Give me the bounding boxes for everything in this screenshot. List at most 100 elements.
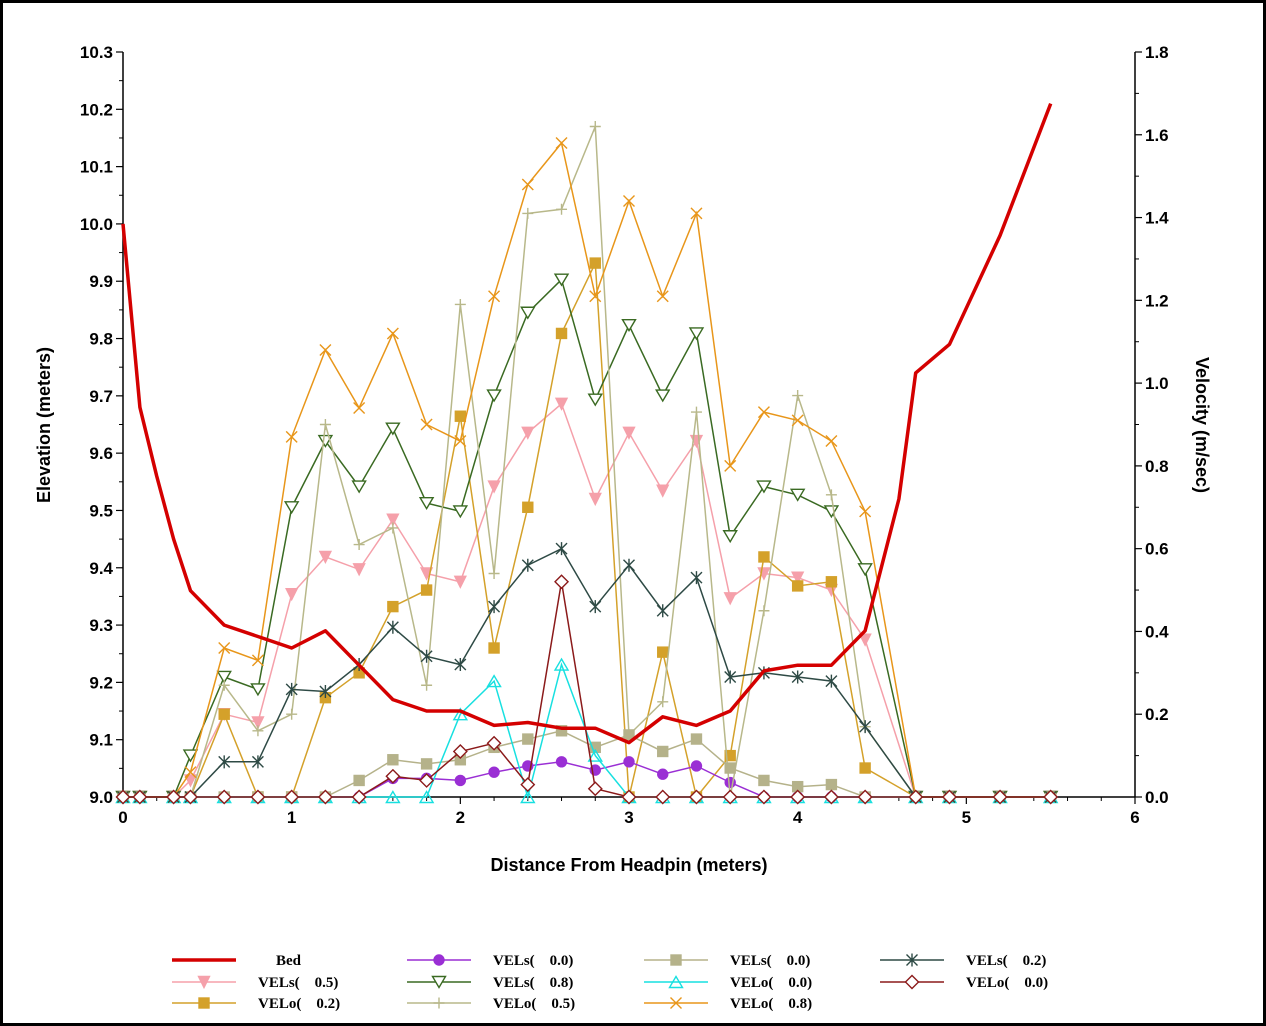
legend-marker [197, 975, 211, 990]
data-point [589, 257, 601, 269]
data-point [522, 207, 534, 219]
bed-elevation-line [121, 102, 1053, 745]
legend-item: VELs( 0.8) [407, 975, 573, 991]
x-tick-label: 4 [793, 808, 803, 827]
data-point [555, 137, 568, 150]
x-tick-label: 0 [118, 808, 127, 827]
x-tick-label: 1 [287, 808, 296, 827]
data-point [386, 327, 399, 340]
series-7 [117, 137, 1057, 803]
data-point [758, 605, 770, 617]
y-tick-label: 9.0 [89, 788, 113, 807]
data-point [520, 306, 536, 320]
data-point [420, 584, 433, 596]
data-point [488, 568, 500, 579]
data-point [823, 505, 840, 519]
series-line [123, 126, 1051, 798]
data-point [251, 716, 265, 730]
data-point [386, 513, 400, 527]
data-point [285, 587, 299, 602]
data-point [521, 558, 534, 572]
data-point [452, 743, 468, 759]
data-point [790, 789, 806, 805]
data-point [756, 789, 772, 805]
data-point [183, 774, 198, 788]
y-tick-label: 9.3 [89, 616, 113, 635]
data-point [623, 729, 635, 741]
data-point [587, 393, 603, 407]
x-tick-label: 6 [1130, 808, 1139, 827]
y2-tick-label: 0.6 [1145, 540, 1169, 559]
legend-label: VELo( 0.0) [730, 975, 812, 991]
data-point [655, 789, 671, 805]
data-point [555, 725, 568, 737]
legend-label: VELs( 0.0) [730, 953, 810, 969]
y-axis-label: Elevation (meters) [34, 347, 54, 503]
legend-label: VELs( 0.5) [258, 975, 338, 991]
data-point [251, 654, 264, 667]
data-point [385, 422, 401, 436]
data-point [283, 501, 300, 515]
data-point [724, 459, 737, 472]
data-point [522, 501, 534, 513]
data-point [724, 762, 736, 774]
data-point [688, 789, 704, 805]
series-line [123, 278, 1051, 798]
data-point [792, 390, 804, 402]
data-point [789, 488, 806, 502]
data-point [823, 789, 839, 805]
y-tick-label: 9.7 [89, 387, 113, 406]
y2-tick-label: 0.0 [1145, 788, 1169, 807]
legend-label: VELo( 0.8) [730, 996, 812, 1012]
legend-marker [906, 953, 918, 967]
data-point [758, 551, 770, 563]
data-point [454, 298, 466, 310]
data-point [825, 489, 837, 501]
series-line [123, 547, 1051, 798]
data-point [587, 781, 603, 797]
data-point [318, 550, 333, 565]
y-tick-label: 9.5 [89, 501, 113, 520]
data-point [825, 435, 838, 448]
data-point [418, 496, 435, 511]
data-point [690, 760, 703, 772]
data-point [690, 733, 703, 745]
data-point [488, 642, 500, 654]
data-point [420, 649, 433, 663]
data-point [556, 203, 568, 215]
legend-label: VELs( 0.2) [966, 953, 1046, 969]
y2-tick-label: 1.8 [1145, 43, 1169, 62]
legend-item: VELs( 0.0) [407, 953, 573, 969]
data-point [656, 604, 669, 618]
data-point [722, 789, 738, 805]
data-point [285, 682, 298, 696]
data-point [791, 571, 805, 585]
legend-item: Bed [172, 953, 302, 969]
series-4 [117, 121, 1057, 803]
x-tick-label: 3 [624, 808, 633, 827]
data-point [791, 670, 804, 684]
y2-tick-label: 0.2 [1145, 705, 1169, 724]
data-point [758, 774, 770, 787]
data-point [218, 708, 230, 720]
data-point [353, 401, 366, 414]
y-tick-label: 10.0 [80, 215, 113, 234]
data-point [452, 505, 469, 519]
data-point [521, 178, 534, 191]
y2-axis-label: Velocity (m/sec) [1192, 357, 1212, 493]
data-point [385, 790, 401, 804]
data-point [657, 745, 669, 758]
data-point [690, 207, 703, 220]
data-point [553, 273, 570, 287]
data-point [858, 633, 872, 647]
data-point [757, 406, 770, 419]
y-tick-label: 9.8 [89, 330, 113, 349]
data-point [216, 789, 232, 805]
data-point [454, 410, 467, 422]
series-line [123, 260, 1051, 799]
data-point [250, 683, 266, 697]
data-point [553, 657, 570, 671]
legend-label: VELs( 0.8) [493, 975, 573, 991]
data-point [488, 290, 501, 303]
data-point [690, 406, 702, 418]
